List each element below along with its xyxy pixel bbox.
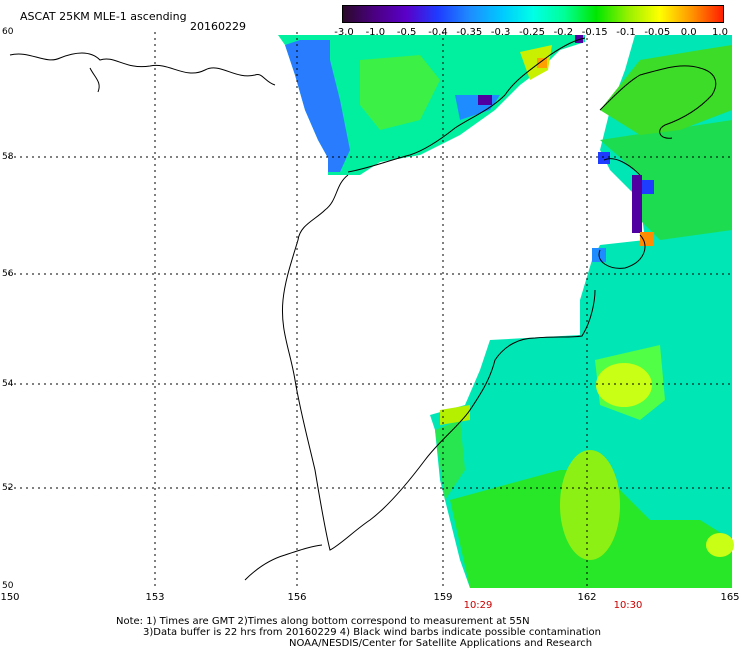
- colorbar-label: -0.35: [456, 27, 483, 38]
- note-line-2: 3)Data buffer is 22 hrs from 20160229 4)…: [143, 627, 601, 638]
- lat-label-50: 50: [2, 581, 14, 591]
- colorbar-label: -0.3: [490, 27, 511, 38]
- lon-label-150: 150: [0, 592, 20, 603]
- colorbar-label: -0.25: [519, 27, 545, 38]
- pass-time-2: 10:30: [613, 600, 643, 611]
- note-line-1: Note: 1) Times are GMT 2)Times along bot…: [116, 616, 530, 627]
- graticule: [8, 32, 732, 588]
- lat-label-52: 52: [2, 483, 14, 493]
- colorbar-label: -3.0: [334, 27, 354, 38]
- lat-label-60: 60: [2, 27, 14, 37]
- lon-label-159: 159: [433, 592, 453, 603]
- lon-label-153: 153: [145, 592, 165, 603]
- colorbar-label: -0.2: [553, 27, 574, 38]
- lat-label-56: 56: [2, 269, 14, 279]
- colorbar-label: -0.5: [396, 27, 417, 38]
- scatterometer-swath: [278, 35, 734, 588]
- coastline: [9, 37, 717, 581]
- map-date: 20160229: [190, 20, 246, 33]
- lat-label-54: 54: [2, 379, 14, 389]
- pass-time-1: 10:29: [463, 600, 493, 611]
- colorbar-label: -0.05: [644, 27, 671, 38]
- colorbar-label: -0.15: [581, 27, 608, 38]
- colorbar-label: 1.0: [712, 27, 728, 38]
- colorbar-label: -0.4: [428, 27, 448, 38]
- colorbar: [342, 5, 724, 23]
- lat-label-58: 58: [2, 152, 14, 162]
- colorbar-label: 0.0: [680, 27, 697, 38]
- lon-label-156: 156: [287, 592, 307, 603]
- colorbar-label: -0.1: [616, 27, 636, 38]
- note-line-3: NOAA/NESDIS/Center for Satellite Applica…: [289, 638, 593, 649]
- lon-label-162: 162: [577, 592, 597, 603]
- lon-label-165: 165: [720, 592, 740, 603]
- colorbar-label: -1.0: [365, 27, 386, 38]
- map-title: ASCAT 25KM MLE-1 ascending: [20, 10, 187, 23]
